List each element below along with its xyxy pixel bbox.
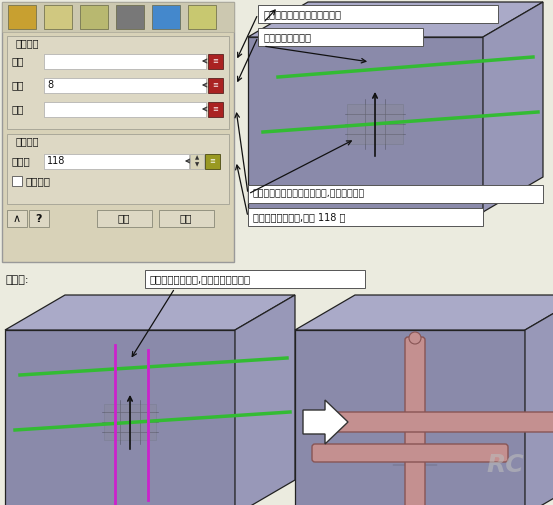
Bar xyxy=(116,5,144,29)
Bar xyxy=(44,78,206,93)
Text: ∧: ∧ xyxy=(13,214,21,224)
Polygon shape xyxy=(248,37,483,212)
Polygon shape xyxy=(295,295,553,330)
Text: 选择或绘制冷却运水平面草图,可多草图选择: 选择或绘制冷却运水平面草图,可多草图选择 xyxy=(253,189,365,198)
Text: 取消: 取消 xyxy=(180,214,192,224)
Text: 曲线: 曲线 xyxy=(12,104,24,114)
Text: RC: RC xyxy=(486,453,524,477)
Bar xyxy=(44,5,72,29)
Bar xyxy=(44,154,189,169)
Polygon shape xyxy=(295,330,525,505)
FancyBboxPatch shape xyxy=(312,444,508,462)
Text: 模具: 模具 xyxy=(12,56,24,66)
Text: 选择需要建立冷却运水的实体: 选择需要建立冷却运水的实体 xyxy=(263,9,341,19)
Polygon shape xyxy=(5,330,235,505)
Text: 可选输入: 可选输入 xyxy=(16,136,39,146)
Text: 必选输入: 必选输入 xyxy=(16,38,39,48)
Bar xyxy=(12,176,22,186)
Text: 顶锥角: 顶锥角 xyxy=(12,156,31,166)
Bar xyxy=(104,404,156,440)
Polygon shape xyxy=(525,295,553,505)
Polygon shape xyxy=(483,2,543,212)
Bar xyxy=(8,5,36,29)
Bar xyxy=(80,5,108,29)
Bar xyxy=(2,2,234,262)
Text: ▲: ▲ xyxy=(195,156,199,161)
Bar xyxy=(248,208,483,226)
Polygon shape xyxy=(303,400,348,444)
Polygon shape xyxy=(5,295,295,330)
Bar xyxy=(258,28,423,46)
Bar xyxy=(2,2,234,32)
Bar xyxy=(208,102,223,117)
Text: 效果图:: 效果图: xyxy=(5,275,29,285)
Bar xyxy=(7,134,229,204)
FancyBboxPatch shape xyxy=(405,337,425,505)
Bar xyxy=(44,102,206,117)
Text: 输入冷却运水直径: 输入冷却运水直径 xyxy=(263,32,311,42)
Circle shape xyxy=(409,332,421,344)
Bar xyxy=(44,54,206,69)
Bar xyxy=(208,78,223,93)
Text: ≡: ≡ xyxy=(212,82,218,88)
Bar xyxy=(7,210,27,227)
Bar xyxy=(29,210,49,227)
Text: 输入钻头刀头角度,默认 118 度: 输入钻头刀头角度,默认 118 度 xyxy=(253,212,346,222)
Bar xyxy=(159,210,214,227)
Text: 保留曲线: 保留曲线 xyxy=(26,176,51,186)
Text: 直接选取两个草图,得到右边的运水图: 直接选取两个草图,得到右边的运水图 xyxy=(150,274,251,284)
Bar xyxy=(190,154,204,169)
Text: ≡: ≡ xyxy=(212,59,218,65)
Polygon shape xyxy=(235,295,295,505)
Circle shape xyxy=(306,416,318,428)
Bar xyxy=(97,210,152,227)
Text: 确定: 确定 xyxy=(118,214,131,224)
Text: ≡: ≡ xyxy=(210,159,216,165)
FancyBboxPatch shape xyxy=(307,412,553,432)
Text: ▼: ▼ xyxy=(195,163,199,168)
Bar xyxy=(205,154,220,169)
Text: 118: 118 xyxy=(47,157,65,167)
Text: ≡: ≡ xyxy=(212,107,218,113)
Bar xyxy=(347,104,403,144)
Text: ?: ? xyxy=(36,214,42,224)
Text: 8: 8 xyxy=(47,80,53,90)
Bar xyxy=(248,185,543,203)
Bar xyxy=(258,5,498,23)
Bar xyxy=(152,5,180,29)
Text: 直径: 直径 xyxy=(12,80,24,90)
Polygon shape xyxy=(248,2,543,37)
Bar xyxy=(145,270,365,288)
Bar xyxy=(188,5,216,29)
Bar xyxy=(7,36,229,129)
Bar xyxy=(208,54,223,69)
